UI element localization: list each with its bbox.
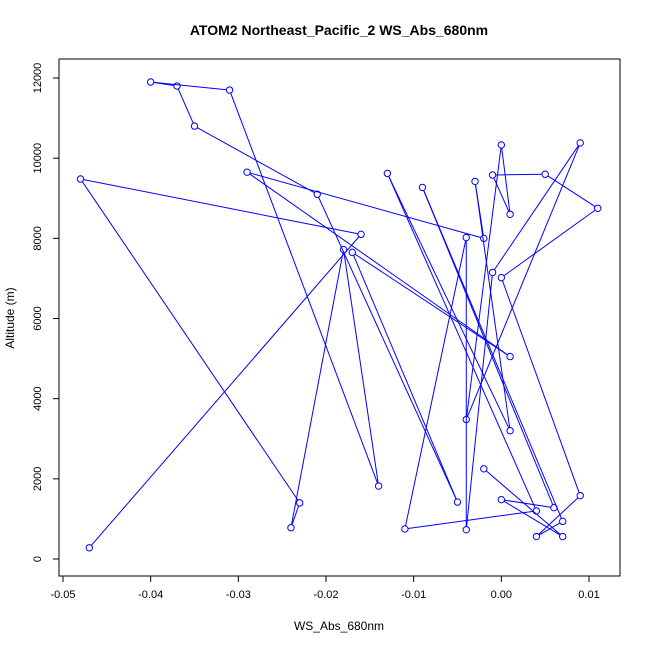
y-tick-label: 0 [32, 556, 44, 562]
data-point [594, 204, 602, 212]
y-tick-label: 6000 [32, 306, 44, 330]
series-line-segment [501, 280, 580, 493]
x-tick-label: -0.04 [138, 589, 163, 601]
x-tick-label: 0.01 [578, 589, 599, 601]
data-point [453, 498, 462, 506]
data-point [506, 210, 514, 218]
x-tick-label: -0.02 [313, 589, 338, 601]
data-point [243, 168, 251, 176]
data-point [532, 507, 541, 515]
y-tick-label: 2000 [32, 467, 44, 491]
series-line-segment [467, 145, 580, 417]
data-point [497, 495, 506, 504]
series-line-segment [504, 499, 551, 508]
series-line-segment [177, 88, 194, 124]
series-line-segment [343, 252, 379, 483]
data-point [339, 245, 348, 254]
data-point [76, 175, 85, 183]
series-line-segment [388, 176, 536, 509]
series-line-segment [249, 173, 508, 356]
data-point [383, 169, 392, 178]
series-line-segment [493, 177, 510, 212]
y-axis: 0 2000 4000 6000 8000 10000 12000 [32, 63, 60, 562]
data-point [401, 525, 409, 533]
data-point [559, 532, 567, 541]
data-point [471, 177, 479, 186]
series-line-segment [81, 181, 299, 501]
data-point [550, 503, 558, 512]
y-tick-label: 8000 [32, 226, 44, 250]
data-point [190, 122, 199, 130]
series-line-segment [423, 190, 562, 519]
data-point [462, 415, 470, 424]
data-point [480, 234, 488, 243]
series-line-segment [538, 497, 579, 535]
series-line-segment [250, 172, 481, 238]
data-point [497, 273, 506, 282]
data-point [313, 190, 321, 198]
data-point [576, 139, 584, 147]
x-axis: -0.05 -0.04 -0.03 -0.02 -0.01 0.00 0.01 [50, 575, 600, 601]
data-point [506, 427, 514, 435]
y-tick-label: 4000 [32, 386, 44, 410]
data-point [146, 78, 155, 86]
series-line-segment [408, 510, 534, 529]
data-point [462, 233, 470, 242]
data-point [418, 183, 427, 192]
series-line-segment [353, 255, 457, 500]
data-point [357, 230, 365, 239]
x-tick-label: -0.03 [226, 589, 251, 601]
series-line-segment [466, 275, 493, 527]
series-line-segment [495, 173, 542, 176]
series-line-segment [91, 236, 360, 546]
series-line-segment [485, 470, 561, 535]
series-line-segment [466, 148, 502, 417]
series-line-segment [291, 505, 300, 525]
data-point [287, 524, 295, 532]
data-point [480, 465, 488, 473]
data-point [576, 491, 584, 500]
series-line-segment [388, 176, 510, 429]
data-point [497, 141, 506, 149]
y-axis-label: Altitude (m) [3, 287, 17, 348]
data-point [225, 86, 234, 94]
series-line-segment [230, 92, 378, 484]
data-point [488, 171, 497, 179]
series-line-segment [503, 209, 596, 277]
x-tick-label: -0.05 [50, 589, 75, 601]
series-line-segment [291, 252, 344, 525]
series-line-segment [405, 240, 467, 526]
y-tick-label: 10000 [32, 143, 44, 174]
data-point [488, 268, 497, 277]
data-point [348, 248, 356, 257]
data-point [173, 82, 181, 90]
series-line-segment [83, 179, 359, 235]
x-tick-label: 0.00 [491, 589, 512, 601]
chart-title: ATOM2 Northeast_Pacific_2 WS_Abs_680nm [190, 22, 488, 38]
data-point [532, 532, 541, 541]
data-point [506, 352, 514, 361]
series-line-segment [153, 81, 174, 87]
x-axis-label: WS_Abs_680nm [294, 619, 384, 633]
series-line-segment [197, 127, 315, 194]
series-layer [76, 78, 602, 552]
data-point [559, 517, 567, 526]
series-line-segment [493, 145, 579, 271]
data-point [462, 526, 470, 534]
data-point [541, 170, 549, 178]
series-line-segment [354, 253, 508, 356]
x-tick-label: -0.01 [401, 589, 426, 601]
series-line-segment [501, 148, 511, 212]
series-line-segment [547, 175, 596, 207]
y-tick-label: 12000 [32, 63, 44, 94]
series-line-segment [423, 190, 554, 505]
data-point [296, 499, 304, 507]
series-line-segment [503, 500, 561, 536]
data-point [374, 482, 383, 490]
data-point [85, 544, 94, 552]
series-line-segment [153, 81, 227, 91]
